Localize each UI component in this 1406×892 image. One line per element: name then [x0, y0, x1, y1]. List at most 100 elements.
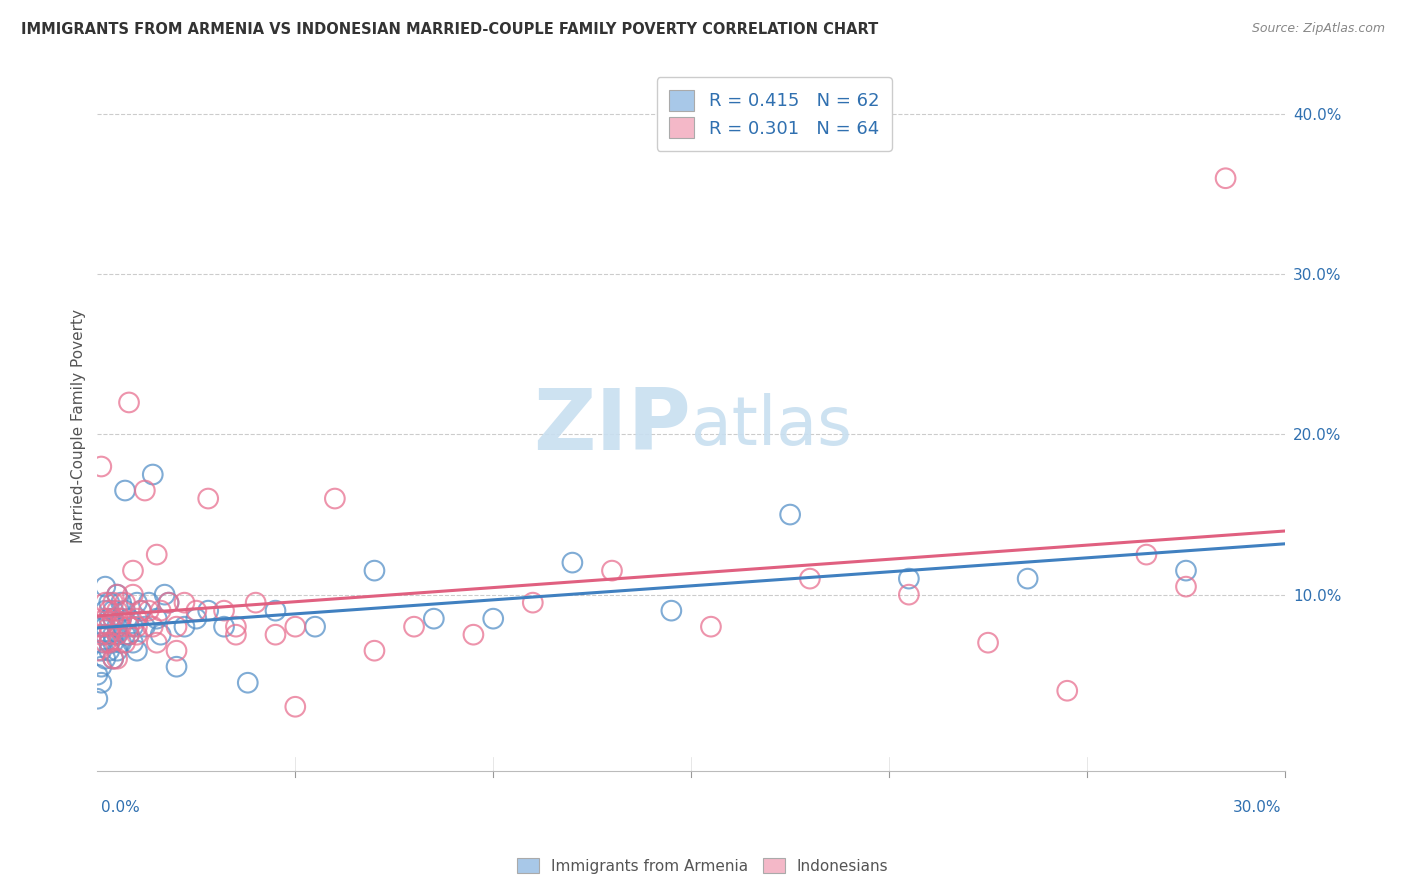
Point [264, 628, 287, 642]
Point [105, 628, 128, 642]
Point [118, 620, 141, 634]
Point [363, 564, 385, 578]
Legend: Immigrants from Armenia, Indonesians: Immigrants from Armenia, Indonesians [512, 852, 894, 880]
Point [90, 620, 112, 634]
Point [103, 612, 125, 626]
Point [186, 612, 208, 626]
Point [103, 596, 125, 610]
Point [659, 604, 682, 618]
Point [138, 596, 160, 610]
Point [149, 628, 172, 642]
Point [779, 508, 801, 522]
Point [94, 612, 117, 626]
Point [98, 643, 121, 657]
Text: ZIP: ZIP [533, 385, 692, 468]
Text: 30.0%: 30.0% [1233, 799, 1281, 814]
Point [166, 659, 188, 673]
Point [125, 612, 148, 626]
Point [86, 667, 108, 681]
Point [897, 572, 920, 586]
Point [103, 604, 125, 618]
Point [284, 699, 307, 714]
Point [1175, 564, 1198, 578]
Point [98, 628, 121, 642]
Point [173, 596, 195, 610]
Point [977, 635, 1000, 649]
Point [600, 564, 623, 578]
Point [105, 643, 128, 657]
Point [94, 635, 117, 649]
Point [94, 628, 117, 642]
Text: IMMIGRANTS FROM ARMENIA VS INDONESIAN MARRIED-COUPLE FAMILY POVERTY CORRELATION : IMMIGRANTS FROM ARMENIA VS INDONESIAN MA… [21, 22, 879, 37]
Point [98, 635, 121, 649]
Point [98, 604, 121, 618]
Point [105, 588, 128, 602]
Point [122, 635, 145, 649]
Point [90, 659, 112, 673]
Point [86, 691, 108, 706]
Point [105, 620, 128, 634]
Point [98, 620, 121, 634]
Point [157, 596, 180, 610]
Point [94, 620, 117, 634]
Point [94, 651, 117, 665]
Point [236, 675, 259, 690]
Point [1175, 580, 1198, 594]
Point [90, 643, 112, 657]
Point [1056, 683, 1078, 698]
Point [264, 604, 287, 618]
Point [225, 628, 247, 642]
Point [897, 588, 920, 602]
Point [173, 620, 195, 634]
Point [90, 628, 112, 642]
Point [157, 596, 180, 610]
Point [225, 620, 247, 634]
Point [98, 596, 121, 610]
Text: 0.0%: 0.0% [101, 799, 141, 814]
Point [103, 635, 125, 649]
Point [166, 643, 188, 657]
Point [90, 675, 112, 690]
Point [125, 628, 148, 642]
Point [134, 483, 156, 498]
Point [138, 604, 160, 618]
Point [103, 612, 125, 626]
Text: Source: ZipAtlas.com: Source: ZipAtlas.com [1251, 22, 1385, 36]
Point [118, 612, 141, 626]
Point [103, 651, 125, 665]
Point [114, 483, 136, 498]
Point [110, 635, 132, 649]
Point [153, 588, 176, 602]
Point [94, 596, 117, 610]
Text: atlas: atlas [692, 393, 852, 459]
Point [197, 491, 219, 506]
Point [105, 651, 128, 665]
Legend: R = 0.415   N = 62, R = 0.301   N = 64: R = 0.415 N = 62, R = 0.301 N = 64 [657, 78, 891, 151]
Point [90, 620, 112, 634]
Point [125, 620, 148, 634]
Point [145, 635, 167, 649]
Point [197, 604, 219, 618]
Point [125, 643, 148, 657]
Point [700, 620, 723, 634]
Point [105, 604, 128, 618]
Point [122, 564, 145, 578]
Point [105, 588, 128, 602]
Point [186, 604, 208, 618]
Point [114, 604, 136, 618]
Point [245, 596, 267, 610]
Point [86, 643, 108, 657]
Point [1215, 171, 1237, 186]
Point [423, 612, 446, 626]
Point [103, 651, 125, 665]
Point [114, 596, 136, 610]
Point [304, 620, 326, 634]
Point [129, 604, 152, 618]
Point [118, 628, 141, 642]
Point [145, 548, 167, 562]
Point [142, 620, 165, 634]
Point [145, 612, 167, 626]
Point [98, 612, 121, 626]
Point [284, 620, 307, 634]
Point [122, 620, 145, 634]
